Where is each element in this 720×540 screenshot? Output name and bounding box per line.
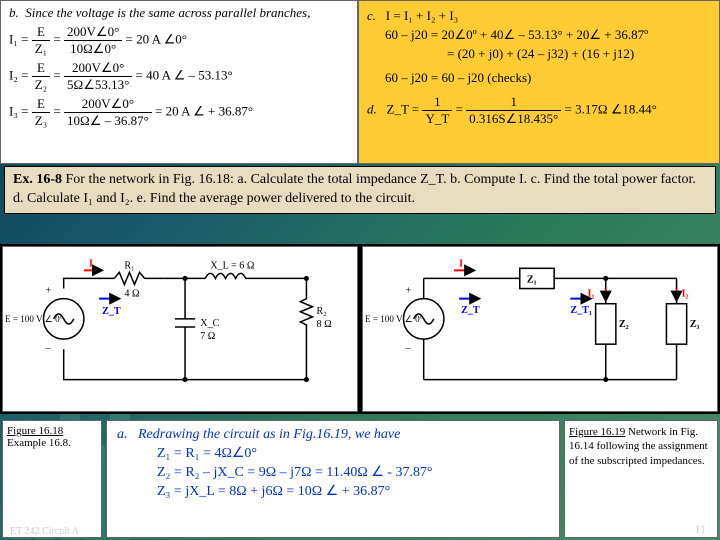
eq-i3: I₃ = EZ₃ = 200V∠0°10Ω∠ – 36.87° = 20 A ∠… xyxy=(9,96,349,129)
line-c-header: c. I = I₁ + I₂ + I₃ xyxy=(367,8,711,24)
r1-val: 4 Ω xyxy=(124,289,139,300)
fig-right-title: Figure 16.19 xyxy=(569,426,625,438)
minus: – xyxy=(44,343,51,354)
problem-statement: Ex. 16-8 For the network in Fig. 16.18: … xyxy=(4,166,716,214)
figure-16-19-caption: Figure 16.19 Network in Fig. 16.14 follo… xyxy=(564,420,718,538)
e-label: E = 100 V ∠ 0° xyxy=(365,314,424,324)
fig-left-title: Figure 16.18 xyxy=(7,425,63,437)
circuit-diagrams-row: Z_T I R₁ 4 Ω X_L = 6 Ω R₂ 8 Ω X_C 7 Ω E … xyxy=(0,244,720,414)
z3-eq: Z₃ = jX_L = 8Ω + j6Ω = 10Ω ∠ + 36.87° xyxy=(157,483,549,500)
figure-16-18-caption: Figure 16.18 Example 16.8. xyxy=(2,420,102,538)
line-c3: = (20 + j0) + (24 – j32) + (16 + j12) xyxy=(447,46,711,62)
r1-label: R₁ xyxy=(124,260,134,271)
z2-label: Z₂ xyxy=(619,319,629,330)
part-c-d-box: c. I = I₁ + I₂ + I₃ 60 – j20 = 20∠0º + 4… xyxy=(358,0,720,164)
footer-course: ET 242 Circuit A xyxy=(10,526,79,537)
problem-text: For the network in Fig. 16.18: a. Calcul… xyxy=(13,172,696,206)
line-c2: 60 – j20 = 20∠0º + 40∠ – 53.13° + 20∠ + … xyxy=(385,27,711,43)
z3-label: Z₃ xyxy=(690,319,700,330)
circuit-fig-16-19: Z₁ Z₂ Z₃ I I₁ I₂ Z_T Z_T₁ E = 100 V ∠ 0° xyxy=(362,246,718,412)
minus: – xyxy=(404,343,411,354)
zt1-label: Z_T₁ xyxy=(570,305,592,316)
i2-label: I₂ xyxy=(682,289,689,300)
top-equations-row: b. Since the voltage is the same across … xyxy=(0,0,720,164)
z1-label: Z₁ xyxy=(527,274,537,285)
bottom-row: Figure 16.18 Example 16.8. a. Redrawing … xyxy=(0,418,720,540)
problem-prefix: Ex. 16-8 xyxy=(13,172,62,187)
i-label: I xyxy=(89,258,93,269)
text-b: Since the voltage is the same across par… xyxy=(25,5,310,20)
answer-part-a: a. Redrawing the circuit as in Fig.16.19… xyxy=(106,420,560,538)
label-b: b. xyxy=(9,5,19,20)
r2-label: R₂ xyxy=(317,306,327,317)
eq-i2: I₂ = EZ₂ = 200V∠0°5Ω∠53.13° = 40 A ∠ – 5… xyxy=(9,60,349,93)
line-c4: 60 – j20 = 60 – j20 (checks) xyxy=(385,70,711,86)
e-label: E = 100 V ∠ 0° xyxy=(5,314,64,324)
xc-label: X_C xyxy=(200,318,219,329)
plus: + xyxy=(45,286,51,297)
zt-label: Z_T xyxy=(102,306,121,317)
text-a: Redrawing the circuit as in Fig.16.19, w… xyxy=(138,427,400,442)
label-a: a. xyxy=(117,427,128,442)
r2-val: 8 Ω xyxy=(317,319,332,330)
z2-eq: Z₂ = R₂ – jX_C = 9Ω – j7Ω = 11.40Ω ∠ - 3… xyxy=(157,464,549,481)
i-label: I xyxy=(459,258,463,269)
circuit-fig-16-18: Z_T I R₁ 4 Ω X_L = 6 Ω R₂ 8 Ω X_C 7 Ω E … xyxy=(2,246,358,412)
line-d: d. Z_T = 1Y_T = 10.316S∠18.435° = 3.17Ω … xyxy=(367,94,711,127)
xl-label: X_L = 6 Ω xyxy=(210,260,254,271)
z1-eq: Z₁ = R₁ = 4Ω∠0° xyxy=(157,445,549,462)
zt-label: Z_T xyxy=(461,305,480,316)
fig-left-sub: Example 16.8. xyxy=(7,437,71,449)
plus: + xyxy=(405,286,411,297)
xc-val: 7 Ω xyxy=(200,331,215,342)
part-b-box: b. Since the voltage is the same across … xyxy=(0,0,358,164)
eq-i1: I₁ = EZ₁ = 200V∠0°10Ω∠0° = 20 A ∠0° xyxy=(9,24,349,57)
page-number: 11 xyxy=(694,522,706,537)
